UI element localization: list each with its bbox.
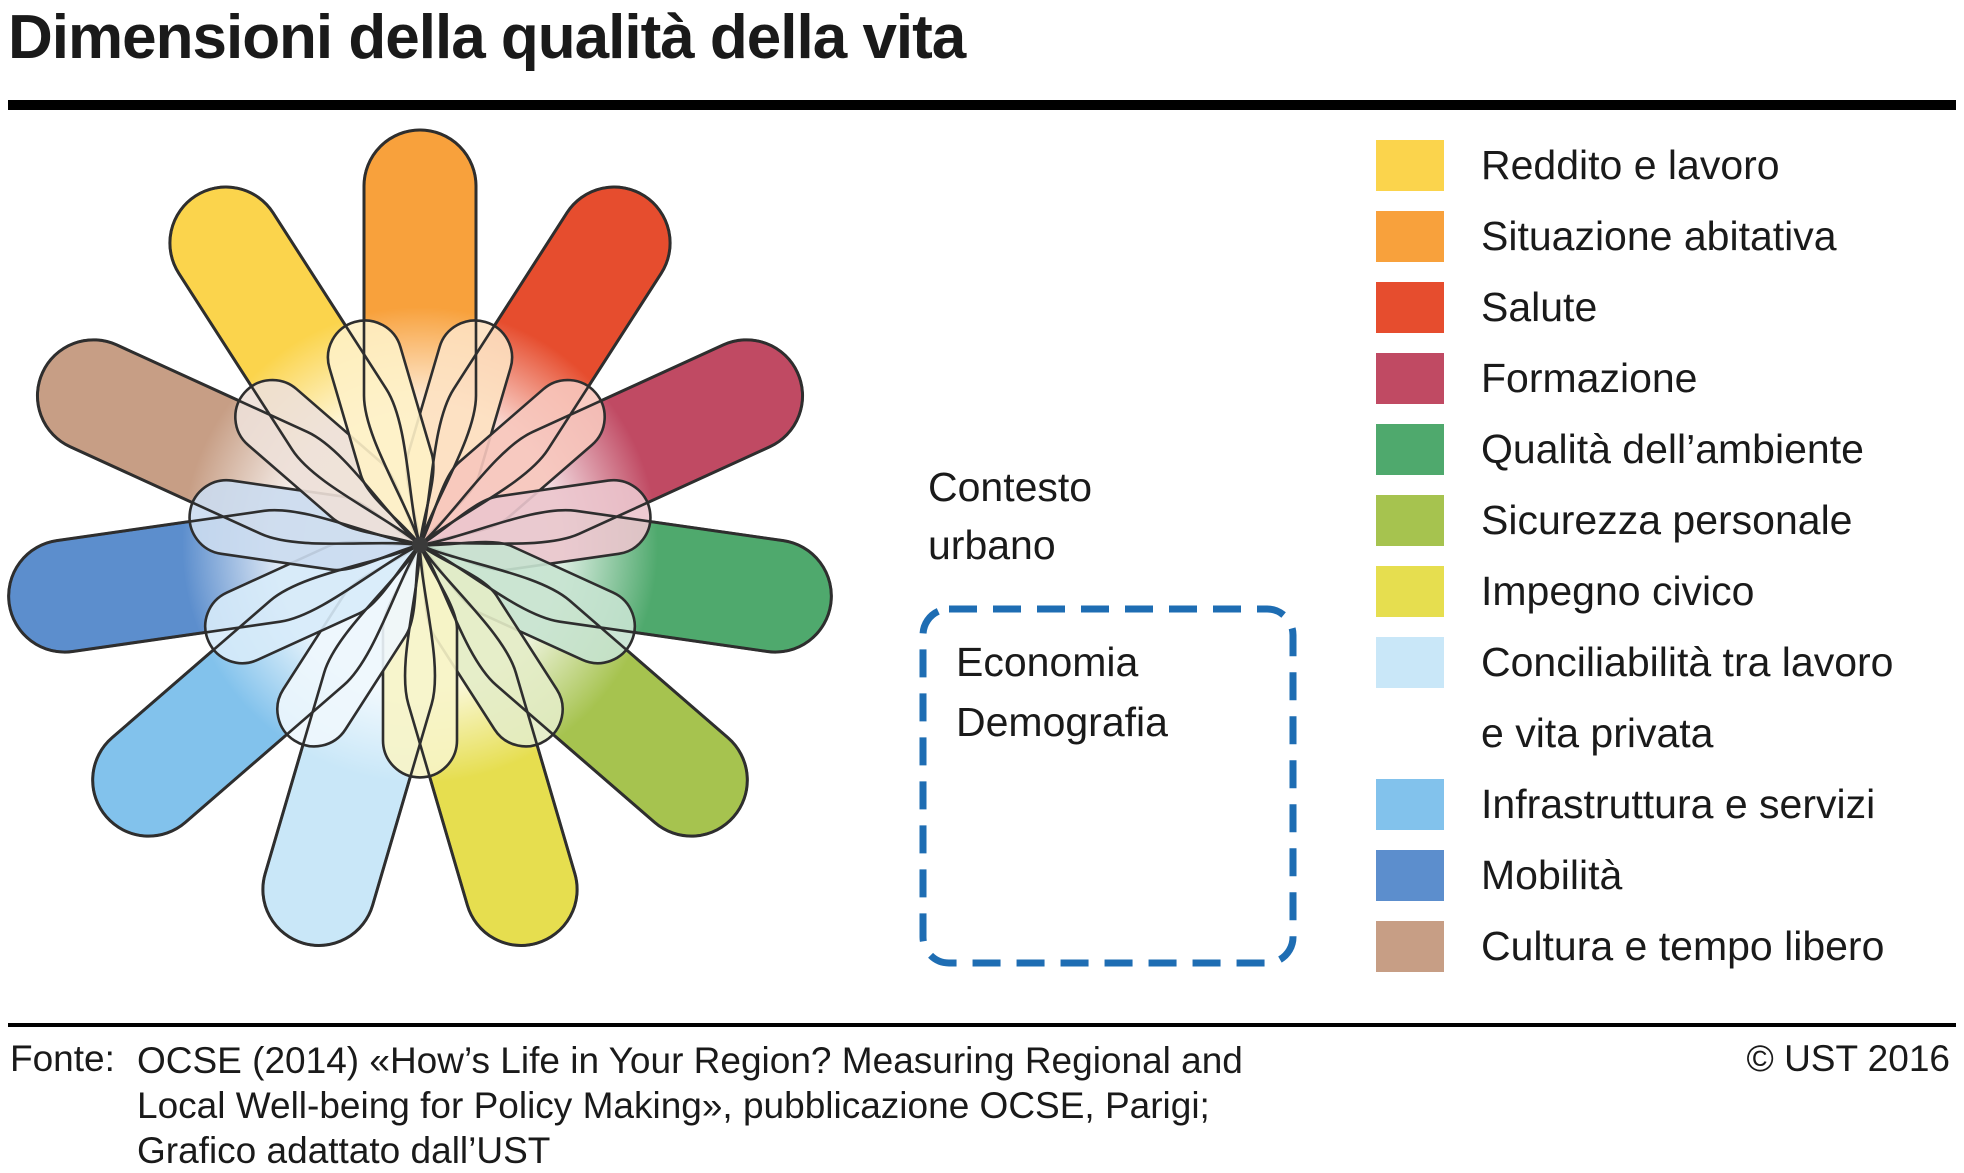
flower-petal-outline [415, 338, 804, 547]
footer: Fonte: OCSE (2014) «How’s Life in Your R… [10, 1038, 1950, 1173]
legend-label: Situazione abitativa [1481, 213, 1837, 259]
legend-swatch [1376, 921, 1444, 972]
context-label: Contesto urbano [928, 464, 1093, 568]
legend-item: Salute [1376, 272, 1893, 343]
context-dashed-box: Economia Demografia [918, 604, 1298, 968]
legend-label: Qualità dell’ambiente [1481, 426, 1864, 472]
flower-diagram [7, 128, 833, 947]
legend-label: Formazione [1481, 355, 1698, 401]
legend-label: Reddito e lavoro [1481, 142, 1780, 188]
legend-label: Infrastruttura e servizi [1481, 781, 1876, 827]
legend-swatch [1376, 850, 1444, 901]
legend-swatch [1376, 566, 1444, 617]
flower-petal-outline [168, 185, 423, 549]
flower-petal-outline [362, 128, 478, 550]
legend: Reddito e lavoro Situazione abitativa Salu… [1376, 130, 1893, 982]
flower-center-dot [412, 537, 428, 553]
flower-petal-outline [417, 185, 672, 549]
title-rule [8, 100, 1956, 110]
flower-petal-outline [36, 338, 425, 547]
flower-petal-outline [415, 508, 833, 654]
legend-label: Conciliabilità tra lavoro e vita privata [1481, 639, 1894, 756]
legend-swatch [1376, 495, 1444, 546]
flower-petal-outline [403, 540, 579, 947]
page-title: Dimensioni della qualità della vita [8, 3, 966, 72]
legend-item: Formazione [1376, 343, 1893, 414]
legend-item: Conciliabilità tra lavoro e vita privata [1376, 627, 1893, 769]
legend-item: Impegno civico [1376, 556, 1893, 627]
legend-label: Sicurezza personale [1481, 497, 1853, 543]
legend-item: Infrastruttura e servizi [1376, 769, 1893, 840]
copyright: © UST 2016 [1746, 1038, 1950, 1079]
flower-petal-outline [261, 540, 437, 947]
legend-swatch [1376, 353, 1444, 404]
legend-item: Situazione abitativa [1376, 201, 1893, 272]
dashed-border-icon [919, 605, 1297, 967]
legend-swatch [1376, 779, 1444, 830]
legend-item: Reddito e lavoro [1376, 130, 1893, 201]
footer-rule [8, 1023, 1956, 1027]
legend-swatch [1376, 424, 1444, 475]
legend-label: Salute [1481, 284, 1598, 330]
flower-inner-petal [326, 319, 435, 549]
flower-petal-outline [416, 542, 749, 838]
source-text: OCSE (2014) «How’s Life in Your Region? … [137, 1040, 1243, 1171]
legend-label: Impegno civico [1481, 568, 1755, 614]
legend-item: Qualità dell’ambiente [1376, 414, 1893, 485]
legend-swatch [1376, 637, 1444, 688]
legend-label: Mobilità [1481, 852, 1623, 898]
legend-item: Mobilità [1376, 840, 1893, 911]
context-items: Economia Demografia [956, 639, 1168, 745]
flower-petal-outline [7, 508, 425, 654]
flower-petal-outline [91, 542, 424, 838]
source-label: Fonte: [10, 1038, 115, 1079]
legend-swatch [1376, 282, 1444, 333]
legend-item: Cultura e tempo libero [1376, 911, 1893, 982]
legend-swatch [1376, 140, 1444, 191]
legend-item: Sicurezza personale [1376, 485, 1893, 556]
legend-swatch [1376, 211, 1444, 262]
legend-label: Cultura e tempo libero [1481, 923, 1885, 969]
